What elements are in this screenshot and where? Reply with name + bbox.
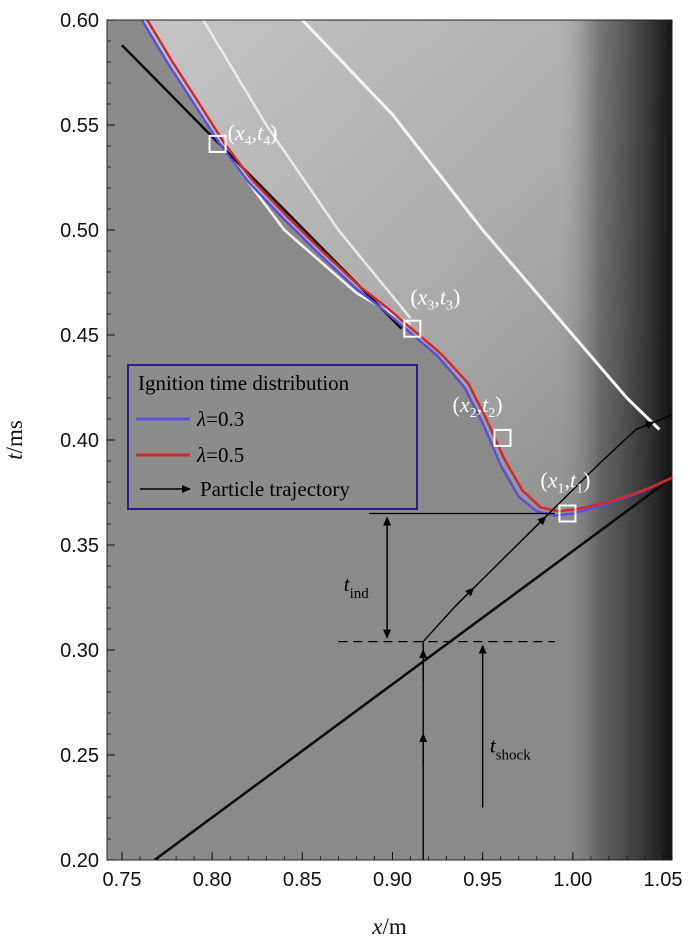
trajectory-arrow	[527, 515, 547, 535]
x-tick-label: 0.85	[283, 869, 322, 891]
y-tick-label: 0.50	[60, 220, 99, 242]
ignition-point-3-marker	[403, 319, 422, 338]
annotations: (x1,t1) (x2,t2) (x3,t3) (x4,t4) tind tshock	[228, 120, 591, 764]
legend-box	[127, 364, 418, 510]
ignition-points	[208, 134, 577, 523]
x-tick-label: 0.95	[463, 869, 502, 891]
y-tick-label: 0.35	[60, 535, 99, 557]
point-label-2: (x2,t2)	[453, 392, 503, 421]
x-axis-title: x/m	[371, 914, 407, 939]
x-tick-label: 1.00	[553, 869, 592, 891]
t-shock-label: tshock	[490, 734, 531, 764]
y-tick-label: 0.45	[60, 325, 99, 347]
ignition-curve-lambda-05	[146, 20, 672, 513]
t-ind-label: tind	[344, 572, 370, 602]
legend-title: Ignition time distribution	[138, 371, 350, 395]
y-tick-label: 0.25	[60, 745, 99, 767]
guide-lines	[338, 512, 555, 808]
plot-area	[106, 19, 673, 861]
trajectory-arrow	[455, 587, 475, 607]
legend: Ignition time distribution λ=0.3 λ=0.5 P…	[127, 364, 418, 510]
ignition-point-2-marker	[493, 428, 512, 447]
ignition-curve-lambda-03	[140, 20, 672, 517]
ignition-curves	[140, 20, 672, 517]
y-tick-label: 0.55	[60, 115, 99, 137]
schlieren-field	[121, 20, 672, 860]
pressure-wave-1	[301, 20, 661, 431]
particle-trajectory	[419, 414, 672, 860]
y-tick-label: 0.20	[60, 850, 99, 872]
shock-line-1	[153, 476, 672, 860]
point-label-1: (x1,t1)	[540, 468, 590, 497]
reacted-region	[141, 20, 672, 516]
y-tick-label: 0.30	[60, 640, 99, 662]
trajectory-arrow	[635, 421, 655, 431]
ignition-point-1-marker	[558, 504, 577, 523]
y-tick-label: 0.60	[60, 10, 99, 32]
point-label-4: (x4,t4)	[228, 120, 278, 149]
legend-label-lambda-05: λ=0.5	[196, 443, 244, 467]
x-tick-label: 0.80	[193, 869, 232, 891]
point-label-3: (x3,t3)	[410, 285, 460, 314]
y-tick-label: 0.40	[60, 430, 99, 452]
y-axis-title: t/ms	[2, 420, 27, 460]
legend-label-lambda-03: λ=0.3	[196, 407, 244, 431]
pressure-wave-2	[202, 20, 412, 319]
axes: 0.75 0.80 0.85 0.90 0.95 1.00 1.05 0.20 0.25 0.30…	[2, 10, 682, 939]
right-dark-band	[560, 20, 672, 860]
x-tick-label: 1.05	[644, 869, 683, 891]
trajectory-path	[422, 414, 672, 860]
ignition-point-4-marker	[208, 134, 227, 153]
x-tick-label: 0.90	[373, 869, 412, 891]
x-tick-label: 0.75	[103, 869, 142, 891]
legend-label-trajectory: Particle trajectory	[200, 477, 350, 501]
